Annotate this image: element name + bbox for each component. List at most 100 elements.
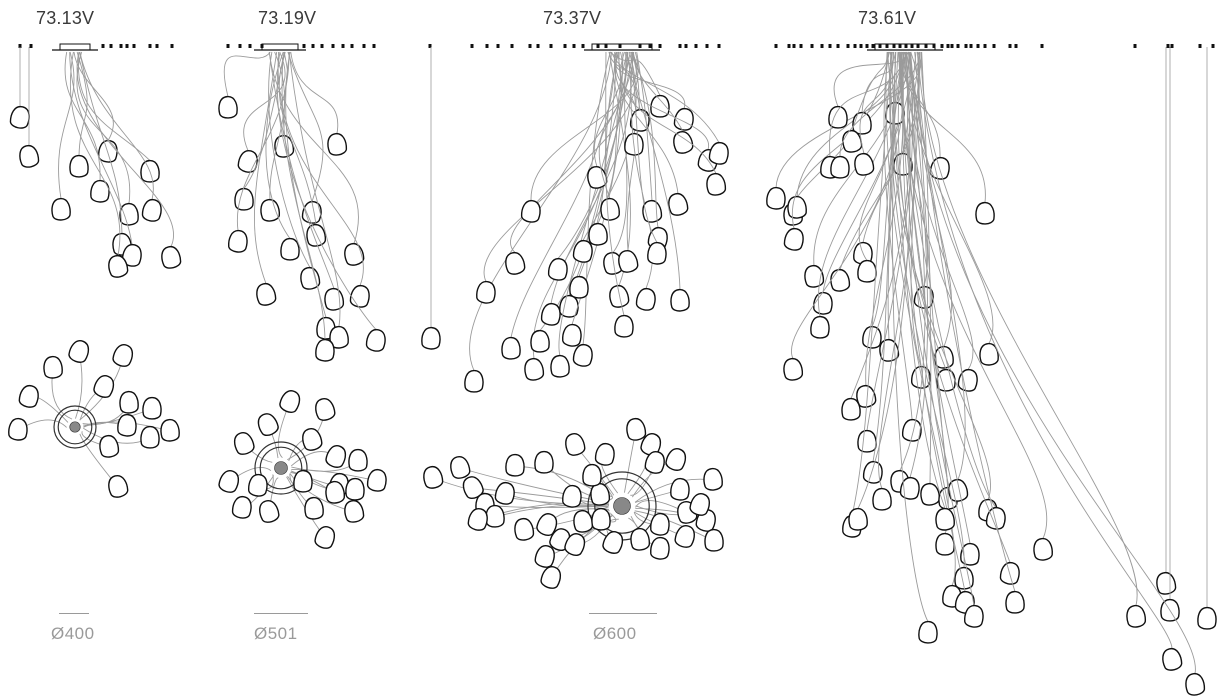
glass-pendant [1156,571,1177,595]
glass-pendant [670,477,690,501]
scale-bar-600 [589,613,657,614]
power-cable [891,51,947,370]
glass-pendant [329,325,349,349]
glass-pendant [161,245,182,269]
power-cable [857,51,911,509]
power-cable [612,51,629,253]
power-cable [615,51,709,150]
glass-pendant [644,450,665,474]
glass-pendant [98,140,118,163]
glass-pendant [112,344,134,367]
power-cable [276,51,377,330]
ceiling-hook [362,44,366,48]
glass-pendant [783,358,804,381]
ceiling-hook [1008,44,1012,48]
scale-bar-501 [254,613,308,614]
glass-pendant [708,141,729,165]
glass-pendant [842,129,863,153]
power-cable [908,51,929,478]
ceiling-canopy [59,43,91,51]
ceiling-hook [341,44,345,48]
power-cable [790,51,904,359]
glass-pendant [936,368,956,392]
glass-pendant [315,338,335,362]
glass-pendant [540,303,561,326]
power-cable [530,51,637,201]
ceiling-hook [125,44,129,48]
power-cable [76,51,88,156]
power-cable [69,51,121,256]
ceiling-hook [1211,44,1215,48]
glass-pendant [485,504,505,528]
glass-pendant [279,390,301,413]
ceiling-hook [596,44,600,48]
power-cable [472,487,609,505]
power-cable [58,51,75,199]
glass-pendant [117,413,137,437]
model-73-13v-top-view [8,340,180,498]
power-cable [510,51,616,338]
ceiling-hook [1198,44,1202,48]
power-cable [625,51,681,290]
ceiling-hook [572,44,576,48]
glass-pendant [327,133,348,156]
ceiling-hook [1166,44,1170,48]
ceiling-hook [946,44,950,48]
power-cable [223,51,271,97]
glass-pendant [325,445,347,468]
ceiling-hook [658,44,662,48]
ceiling-hook [969,44,973,48]
glass-pendant [813,291,833,315]
glass-pendant [935,532,955,556]
glass-pendant [68,340,90,363]
ceiling-hook [885,44,889,48]
glass-pendant [614,314,634,338]
glass-pendant [647,241,667,265]
glass-pendant [505,251,526,275]
glass-pendant [141,198,162,222]
power-cable [887,51,896,340]
glass-pendant [524,358,545,381]
glass-pendant [810,315,830,339]
ceiling-hook [29,44,33,48]
ceiling-hook [350,44,354,48]
model-73-19v-side-view [218,43,386,362]
glass-pendant [450,455,471,479]
power-cable [76,51,174,247]
ceiling-hook [983,44,987,48]
glass-pendant [559,294,579,318]
ceiling-hook [638,44,642,48]
power-cable [900,51,975,606]
glass-pendant [901,419,922,442]
model-label-73-37v: 73.37V [543,8,602,28]
glass-pendant [349,284,370,308]
ceiling-hook [853,44,857,48]
ceiling-hook [563,44,567,48]
ceiling-hook [148,44,152,48]
glass-pendant [314,526,336,549]
power-cable [902,51,966,592]
ceiling-hook [604,44,608,48]
ceiling-hook [792,44,796,48]
ceiling-hook [892,44,896,48]
glass-pendant [280,237,300,261]
ceiling-hook [581,44,585,48]
power-cable [243,51,286,151]
power-cable [254,51,278,284]
power-cable [532,51,624,359]
glass-pendant [830,269,851,292]
ceiling-hook [916,44,920,48]
power-cable [902,51,986,203]
power-cable [268,51,359,244]
glass-pendant [476,280,496,304]
glass-pendant [626,418,647,441]
power-cable [618,51,717,174]
ceiling-hook [470,44,474,48]
model-73-37v-top-view [423,418,724,589]
glass-pendant [830,155,850,179]
power-cable [892,51,929,622]
ceiling-hook [678,44,682,48]
glass-pendant [828,105,848,129]
glass-pendant [260,199,281,222]
power-cable [897,51,1011,563]
